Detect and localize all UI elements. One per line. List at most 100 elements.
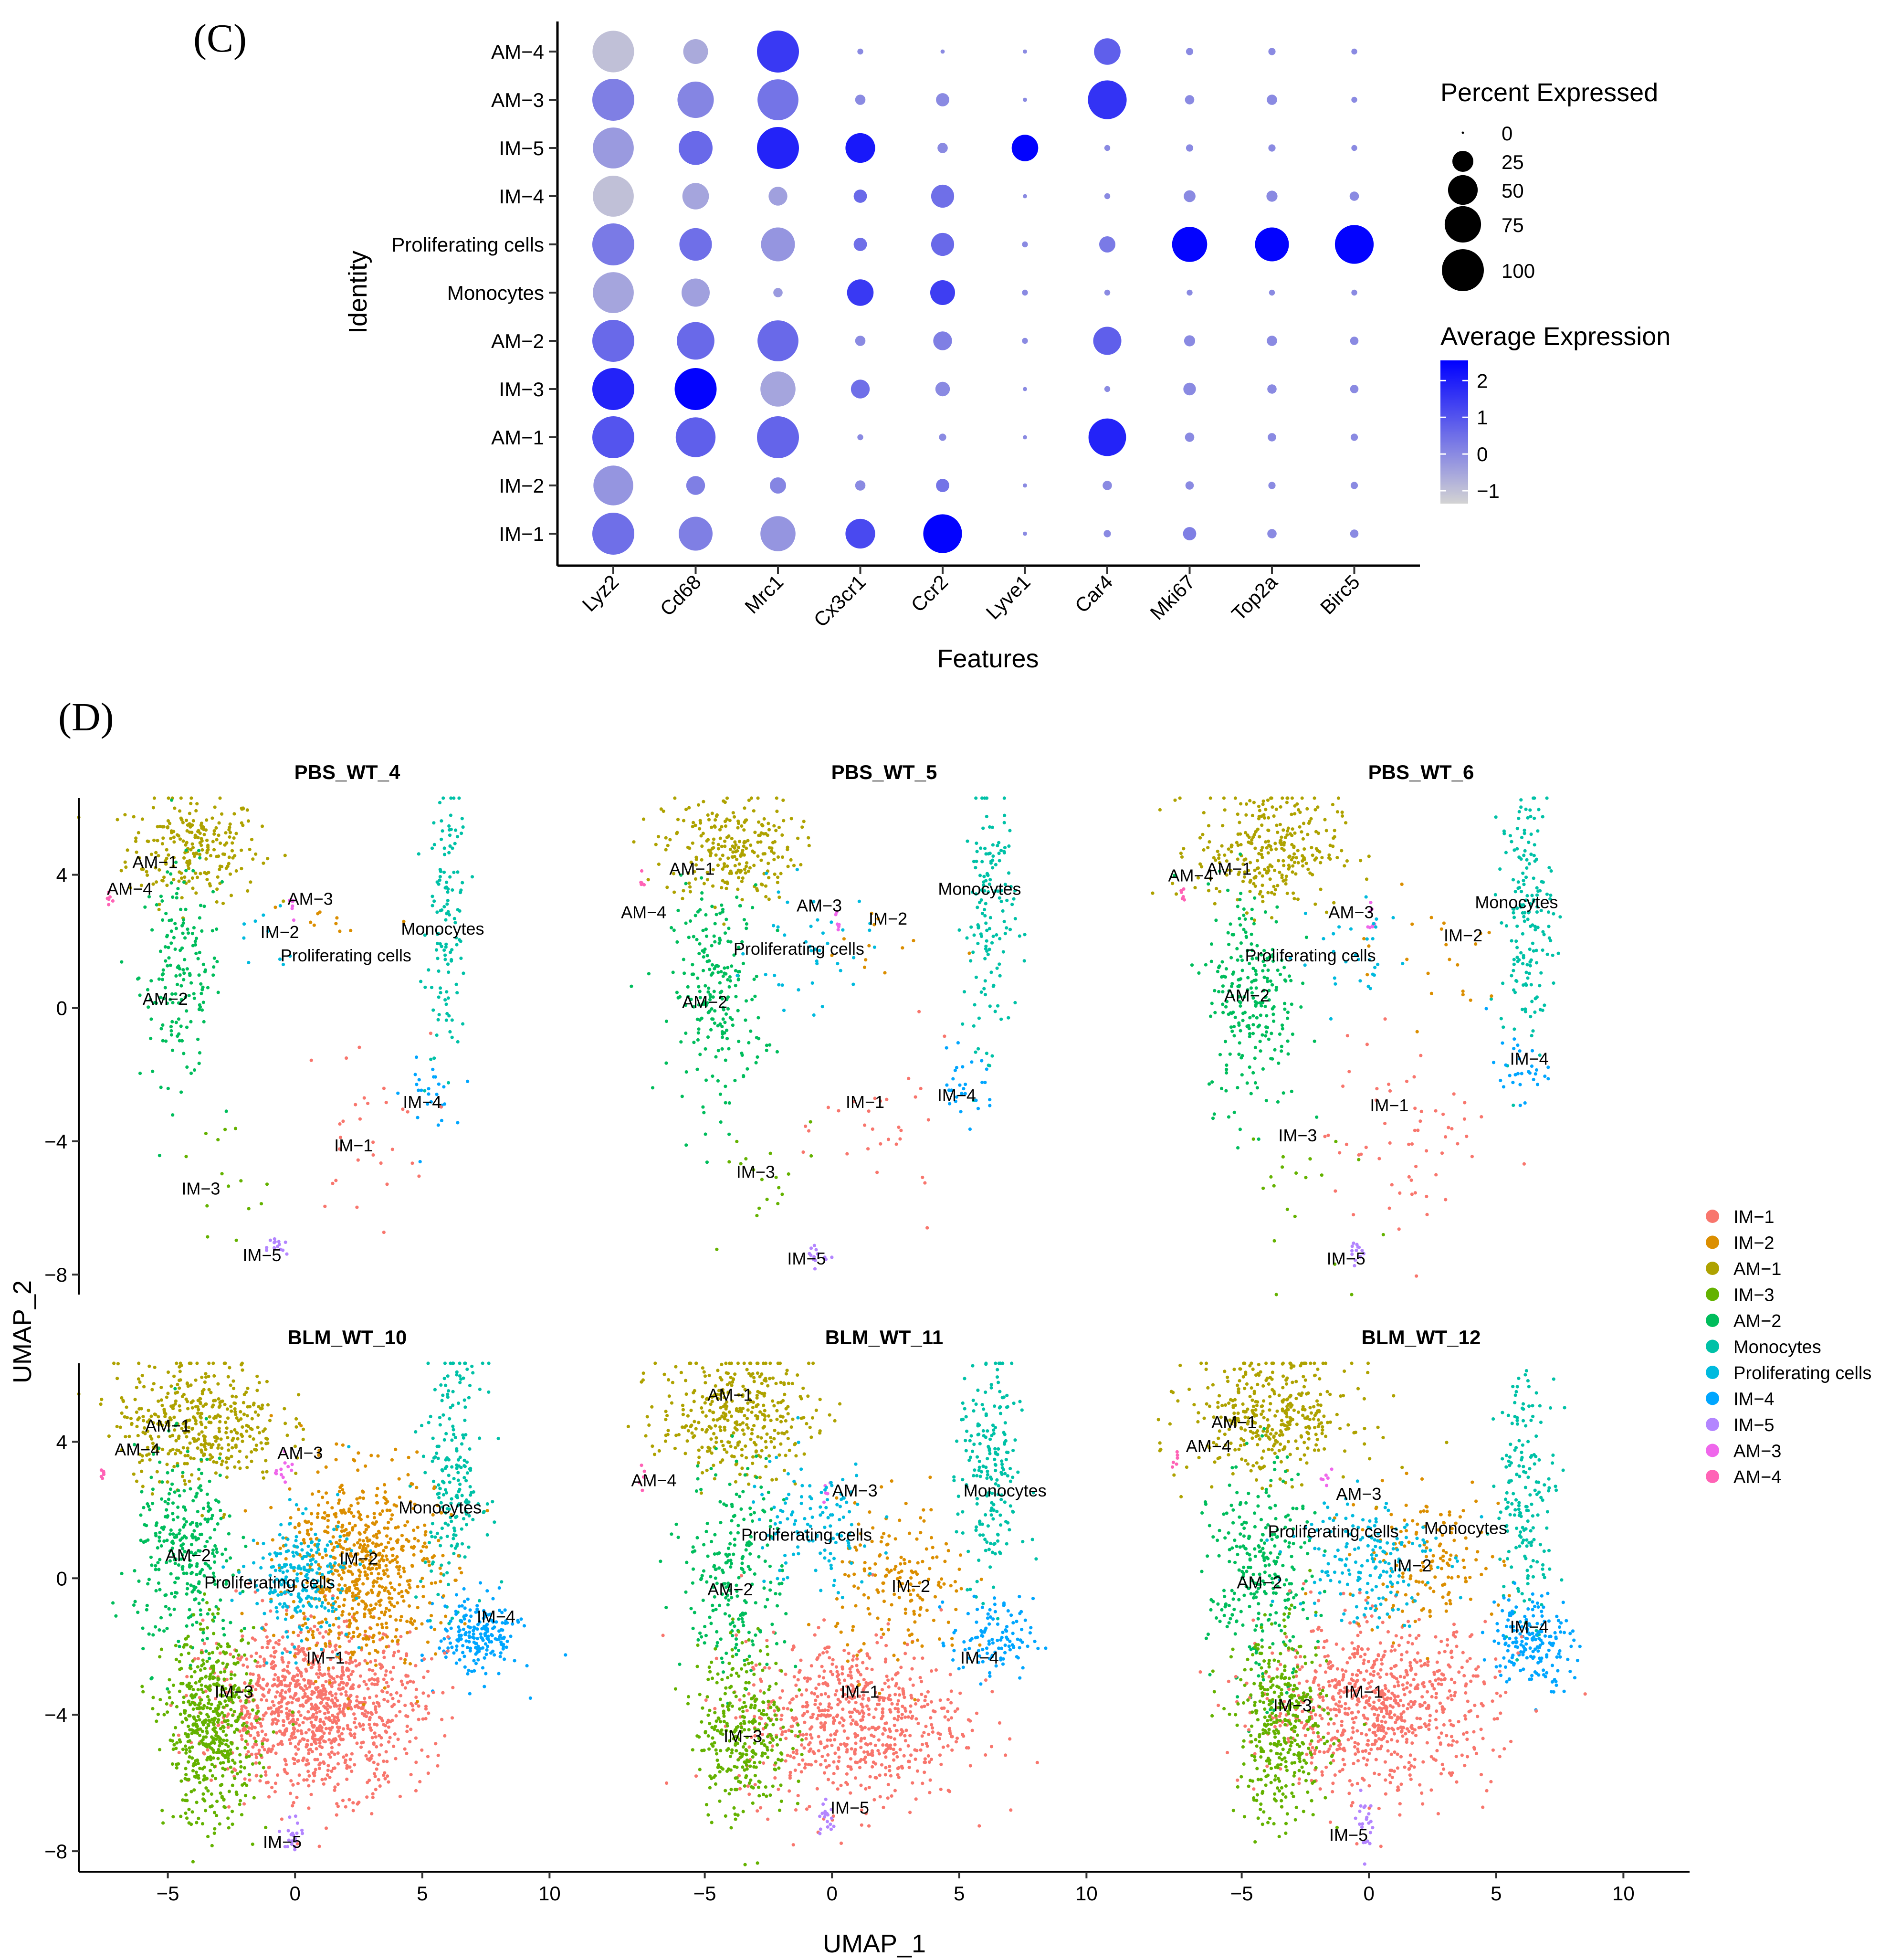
dotplot-dot bbox=[1094, 38, 1121, 65]
umap-cell-point bbox=[179, 907, 183, 911]
umap-cell-point bbox=[1552, 912, 1555, 916]
umap-cell-point bbox=[443, 958, 447, 961]
umap-cell-point bbox=[728, 979, 732, 983]
dotplot-dot bbox=[686, 476, 705, 495]
umap-cell-point bbox=[1319, 861, 1323, 864]
umap-cell-point bbox=[990, 1054, 994, 1058]
umap-cell-point bbox=[120, 960, 124, 964]
umap-cell-point bbox=[1253, 1081, 1257, 1085]
umap-cell-point bbox=[484, 1672, 488, 1675]
umap-cell-point bbox=[318, 1761, 322, 1765]
umap-cell-point bbox=[1270, 1032, 1273, 1035]
umap-cell-point bbox=[351, 1801, 355, 1805]
umap-cell-point bbox=[1425, 1194, 1428, 1199]
umap-cell-point bbox=[718, 836, 722, 840]
umap-cell-point bbox=[664, 836, 668, 840]
umap-cell-point bbox=[1296, 861, 1300, 864]
umap-cell-point bbox=[218, 1651, 222, 1655]
umap-cell-point bbox=[123, 1415, 126, 1419]
umap-cell-point bbox=[1212, 1112, 1216, 1116]
umap-cell-point bbox=[179, 984, 183, 988]
umap-cell-point bbox=[200, 988, 204, 991]
umap-cell-point bbox=[478, 1647, 482, 1651]
umap-cell-point bbox=[1552, 981, 1555, 985]
umap-cell-point bbox=[250, 838, 254, 842]
umap-cell-point bbox=[282, 1723, 285, 1728]
umap-cell-point bbox=[718, 828, 722, 832]
umap-cell-point bbox=[397, 1699, 400, 1703]
umap-cell-point bbox=[216, 1522, 220, 1526]
dotplot-y-axis-title: Identity bbox=[344, 251, 372, 334]
dotplot-x-axis-title: Features bbox=[937, 644, 1039, 673]
umap-cell-point bbox=[786, 900, 789, 904]
umap-cell-point bbox=[189, 1456, 193, 1460]
umap-cell-point bbox=[1251, 1014, 1255, 1018]
umap-cell-point bbox=[1334, 982, 1337, 986]
umap-y-tick-label: −8 bbox=[44, 1264, 67, 1286]
umap-cell-point bbox=[1288, 832, 1292, 836]
umap-cell-point bbox=[384, 1101, 388, 1105]
umap-cell-point bbox=[442, 905, 446, 909]
umap-cell-point bbox=[183, 995, 187, 999]
umap-cell-point bbox=[438, 801, 442, 804]
umap-cell-point bbox=[223, 1749, 227, 1753]
umap-cell-point bbox=[336, 1730, 340, 1734]
umap-cell-point bbox=[212, 1374, 216, 1378]
umap-cell-point bbox=[323, 1740, 327, 1744]
dotplot-dot bbox=[845, 133, 875, 163]
umap-cell-point bbox=[405, 1729, 409, 1733]
umap-cell-point bbox=[419, 1580, 423, 1583]
dotplot-dot bbox=[1268, 48, 1276, 55]
umap-cell-point bbox=[1546, 1077, 1550, 1081]
umap-cell-point bbox=[489, 1651, 493, 1655]
umap-cell-point bbox=[354, 1103, 357, 1106]
umap-cell-point bbox=[490, 1640, 494, 1644]
umap-cell-point bbox=[467, 1630, 472, 1634]
umap-cell-point bbox=[468, 1649, 472, 1653]
umap-cell-point bbox=[752, 977, 756, 981]
umap-cell-point bbox=[116, 818, 119, 822]
umap-cell-point bbox=[441, 796, 445, 800]
umap-cell-point bbox=[1526, 917, 1530, 921]
umap-cell-point bbox=[460, 1494, 464, 1497]
umap-cell-point bbox=[268, 1238, 273, 1242]
umap-cell-point bbox=[497, 1672, 501, 1675]
umap-cell-point bbox=[171, 1733, 176, 1737]
umap-cell-point bbox=[764, 973, 767, 977]
umap-cell-point bbox=[440, 1563, 443, 1567]
umap-cell-point bbox=[431, 1436, 435, 1440]
umap-cell-point bbox=[460, 832, 463, 835]
umap-cell-point bbox=[210, 1651, 214, 1654]
dotplot-dot bbox=[1022, 241, 1028, 248]
umap-cell-point bbox=[1265, 977, 1269, 980]
umap-cell-point bbox=[227, 1443, 231, 1447]
umap-cell-point bbox=[215, 1436, 219, 1440]
umap-cell-point bbox=[373, 1659, 378, 1663]
dotplot-dot bbox=[845, 518, 875, 549]
size-legend-dot bbox=[1444, 206, 1481, 243]
umap-cell-point bbox=[438, 942, 442, 946]
umap-cell-point bbox=[175, 1741, 179, 1745]
umap-cell-point bbox=[759, 858, 763, 862]
umap-cell-point bbox=[220, 880, 224, 884]
umap-cell-point bbox=[389, 1720, 392, 1724]
umap-cell-point bbox=[187, 1760, 190, 1764]
umap-cell-point bbox=[353, 1717, 357, 1721]
umap-cell-point bbox=[189, 1401, 193, 1404]
umap-cell-point bbox=[1261, 900, 1265, 904]
umap-cell-point bbox=[726, 1007, 730, 1011]
umap-cell-point bbox=[245, 1455, 249, 1459]
umap-cell-point bbox=[336, 1698, 339, 1703]
umap-cell-point bbox=[1238, 917, 1241, 920]
umap-cell-point bbox=[151, 882, 155, 886]
umap-cell-point bbox=[1510, 840, 1513, 843]
umap-cell-point bbox=[259, 1724, 263, 1728]
size-legend-label: 0 bbox=[1502, 122, 1512, 145]
umap-cell-point bbox=[1239, 923, 1242, 927]
umap-cell-point bbox=[1276, 1100, 1280, 1104]
umap-cell-point bbox=[443, 1734, 447, 1738]
umap-cell-point bbox=[378, 1716, 381, 1719]
umap-cell-point bbox=[710, 1007, 714, 1011]
umap-cell-point bbox=[192, 1457, 196, 1461]
umap-cell-point bbox=[164, 1039, 168, 1043]
